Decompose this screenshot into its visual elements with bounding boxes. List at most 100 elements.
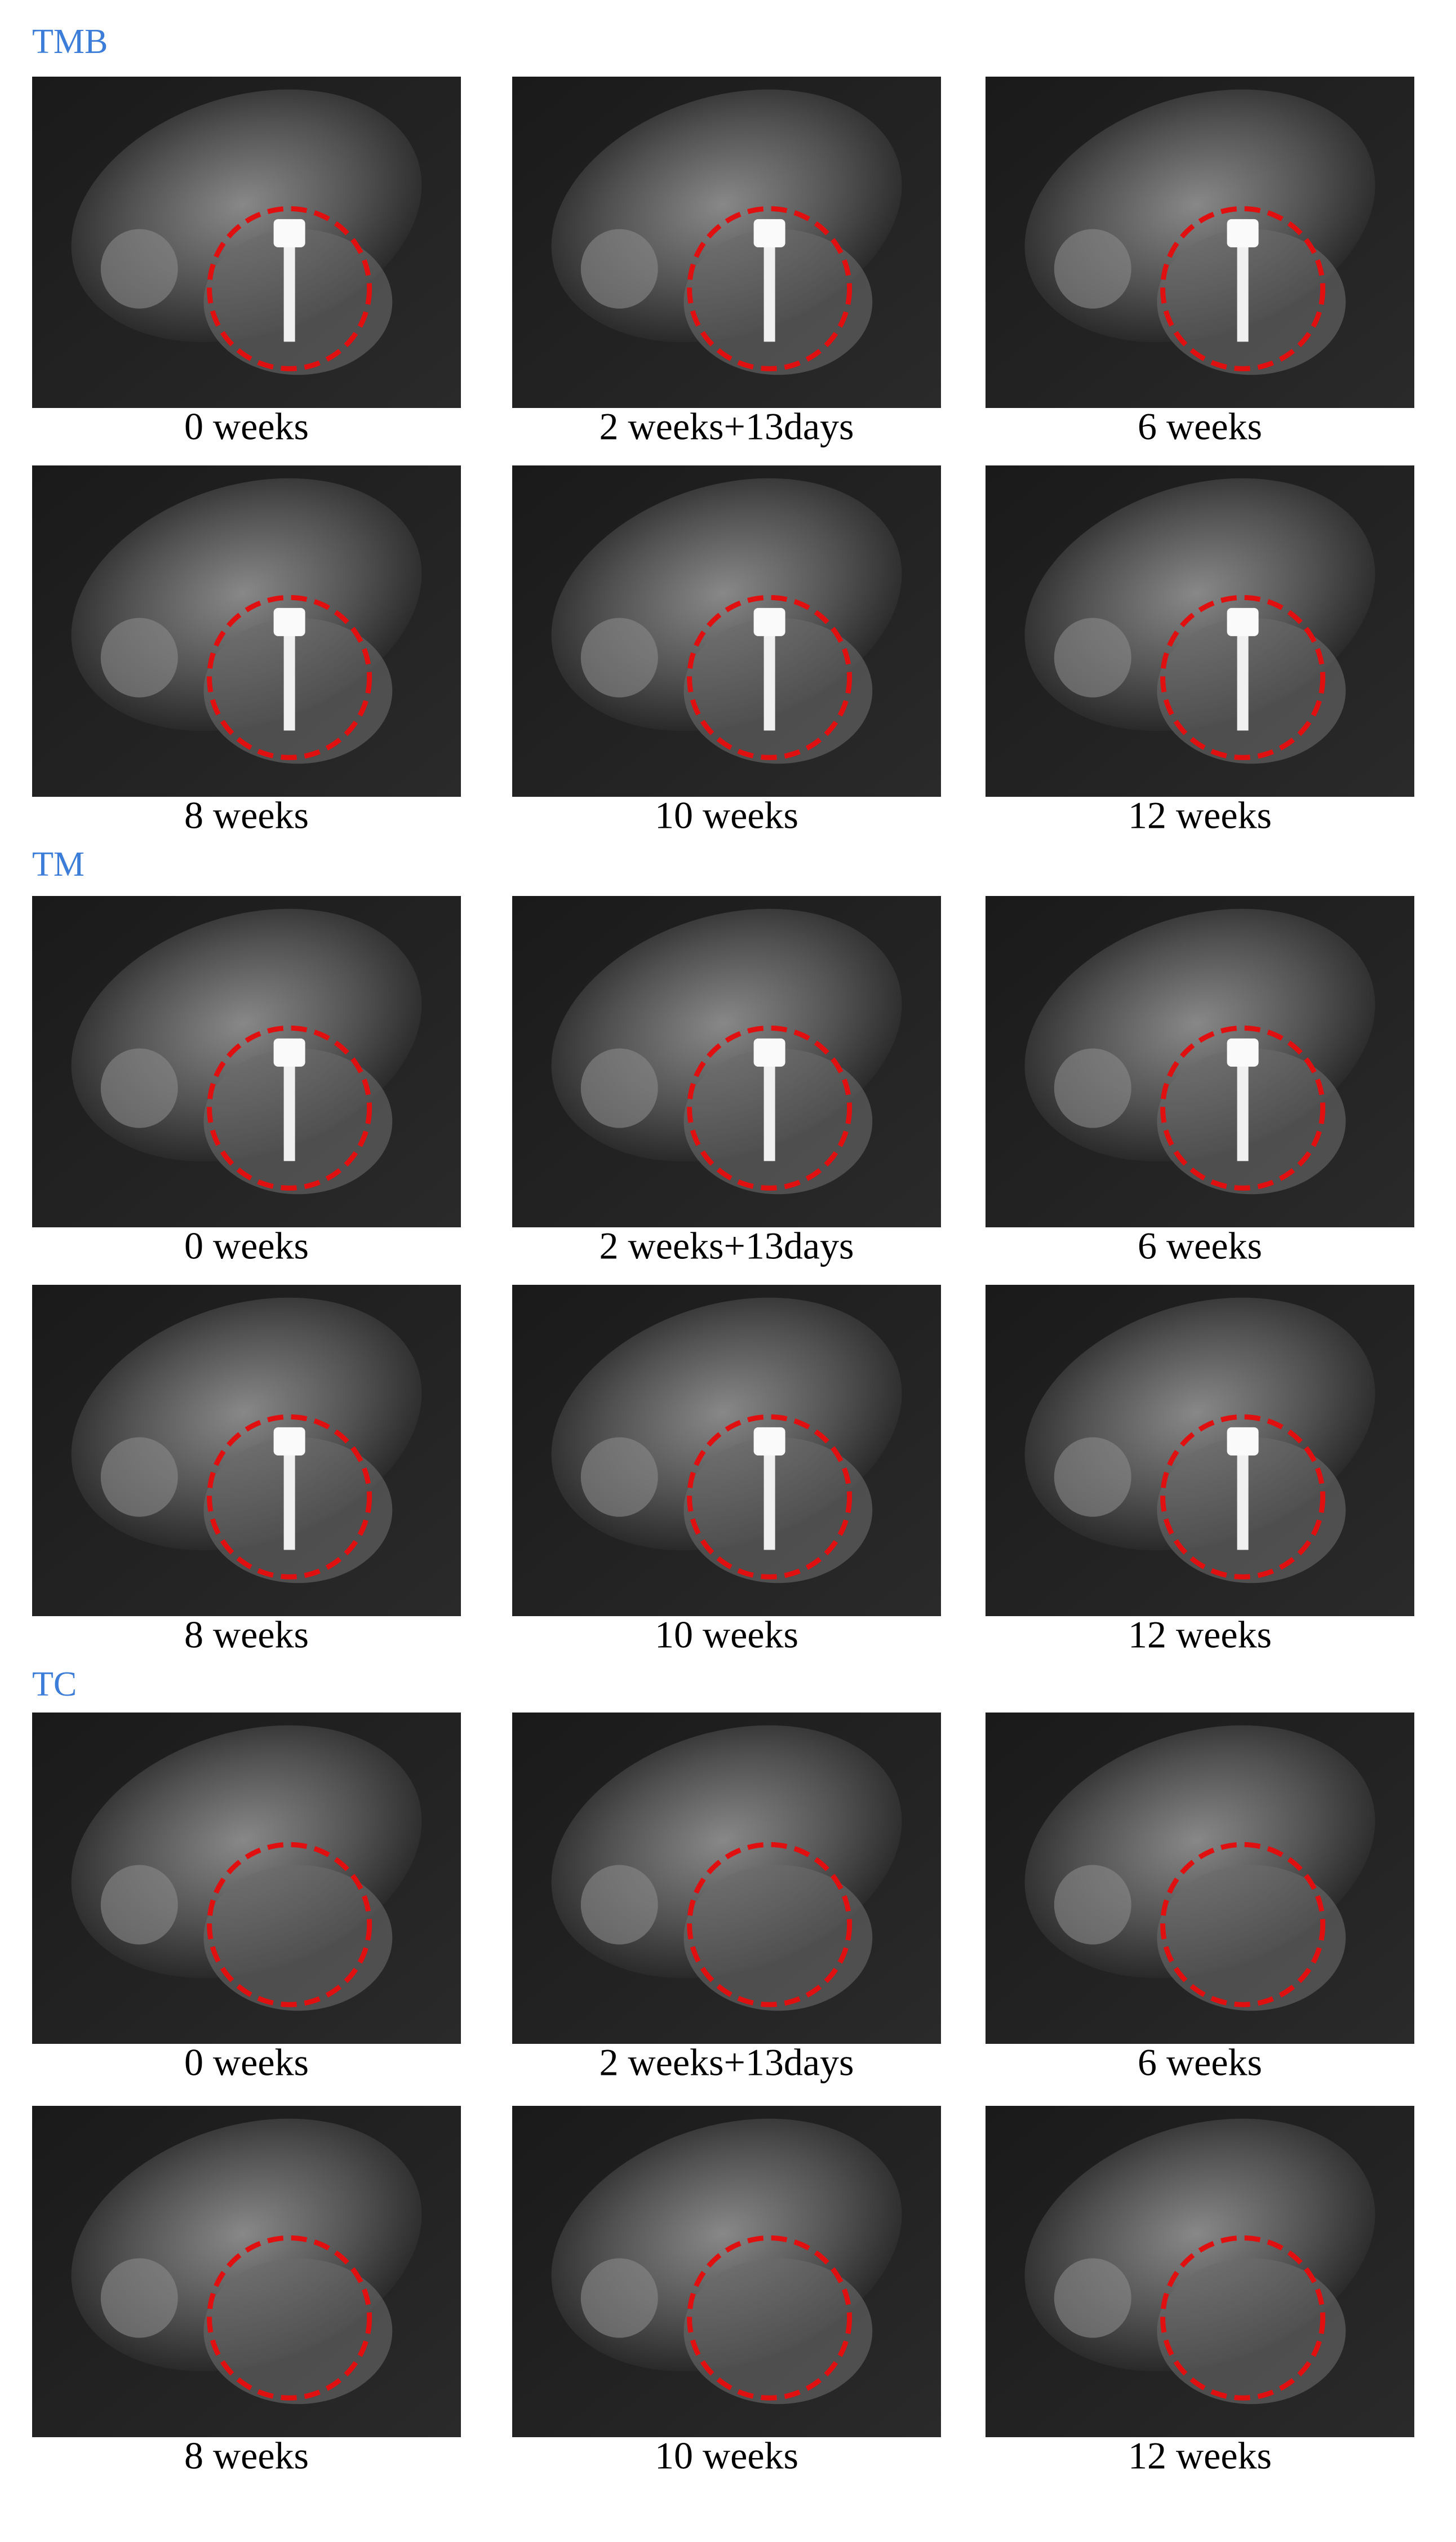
implant: [1237, 225, 1249, 342]
jaw: [1157, 1048, 1346, 1195]
group-title: TM: [32, 845, 85, 884]
jaw: [683, 1865, 873, 2011]
jaw: [1157, 1865, 1346, 2011]
panel-label: 12 weeks: [1128, 1613, 1272, 1656]
ear-region: [100, 229, 178, 309]
xray-panel: [32, 465, 461, 797]
panel-label: 0 weeks: [184, 2041, 309, 2084]
implant-head: [1227, 607, 1259, 636]
implant: [1237, 1434, 1249, 1550]
implant: [763, 1434, 775, 1550]
implant-head: [753, 607, 785, 636]
red-dashed-circle: [1160, 1842, 1326, 2007]
red-dashed-circle: [687, 595, 853, 760]
group-title: TMB: [32, 23, 108, 61]
panel-label: 6 weeks: [1138, 1225, 1262, 1267]
xray-panel: [986, 77, 1414, 408]
panel-label: 0 weeks: [184, 405, 309, 448]
jaw: [683, 1437, 873, 1583]
xray-panel: [32, 1285, 461, 1616]
ear-region: [1054, 229, 1131, 309]
xray-panel: [986, 896, 1414, 1227]
ear-region: [1054, 1437, 1131, 1517]
red-dashed-circle: [687, 2235, 853, 2401]
xray-panel: [32, 2106, 461, 2437]
panel-label: 8 weeks: [184, 1613, 309, 1656]
red-dashed-circle: [207, 1025, 372, 1191]
jaw: [683, 618, 873, 764]
ear-region: [1054, 1865, 1131, 1945]
red-dashed-circle: [1160, 1414, 1326, 1580]
red-dashed-circle: [207, 1414, 372, 1580]
xray-panel: [512, 77, 941, 408]
xray-panel: [986, 2106, 1414, 2437]
implant: [763, 1045, 775, 1161]
ear-region: [100, 618, 178, 698]
implant: [283, 614, 295, 731]
panel-label: 6 weeks: [1138, 405, 1262, 448]
red-dashed-circle: [207, 206, 372, 371]
ear-region: [1054, 1048, 1131, 1128]
panel-label: 12 weeks: [1128, 2434, 1272, 2477]
jaw: [1157, 618, 1346, 764]
implant: [283, 1045, 295, 1161]
panel-label: 12 weeks: [1128, 794, 1272, 837]
panel-label: 6 weeks: [1138, 2041, 1262, 2084]
panel-label: 8 weeks: [184, 2434, 309, 2477]
ear-region: [100, 1865, 178, 1945]
jaw: [203, 1865, 393, 2011]
xray-panel: [32, 1713, 461, 2044]
ear-region: [100, 2258, 178, 2338]
implant-head: [1227, 1038, 1259, 1067]
xray-panel: [512, 1713, 941, 2044]
xray-panel: [512, 2106, 941, 2437]
ear-region: [1054, 618, 1131, 698]
panel-label: 2 weeks+13days: [600, 1225, 854, 1267]
implant: [1237, 614, 1249, 731]
panel-label: 8 weeks: [184, 794, 309, 837]
jaw: [203, 2258, 393, 2405]
ear-region: [580, 229, 658, 309]
panel-label: 2 weeks+13days: [600, 405, 854, 448]
ear-region: [580, 2258, 658, 2338]
red-dashed-circle: [1160, 595, 1326, 760]
ear-region: [580, 1437, 658, 1517]
jaw: [1157, 2258, 1346, 2405]
xray-panel: [986, 465, 1414, 797]
xray-panel: [512, 1285, 941, 1616]
panel-label: 2 weeks+13days: [600, 2041, 854, 2084]
red-dashed-circle: [207, 1842, 372, 2007]
red-dashed-circle: [1160, 1025, 1326, 1191]
ear-region: [100, 1437, 178, 1517]
xray-panel: [512, 465, 941, 797]
jaw: [203, 1437, 393, 1583]
jaw: [203, 618, 393, 764]
implant-head: [273, 219, 305, 247]
jaw: [683, 229, 873, 375]
jaw: [1157, 1437, 1346, 1583]
red-dashed-circle: [207, 595, 372, 760]
xray-panel: [986, 1285, 1414, 1616]
xray-panel: [512, 896, 941, 1227]
group-title: TC: [32, 1665, 77, 1703]
implant: [283, 1434, 295, 1550]
implant-head: [753, 1427, 785, 1456]
implant-head: [753, 219, 785, 247]
ear-region: [100, 1048, 178, 1128]
red-dashed-circle: [687, 1414, 853, 1580]
ear-region: [580, 618, 658, 698]
ear-region: [580, 1048, 658, 1128]
implant: [1237, 1045, 1249, 1161]
xray-panel: [32, 77, 461, 408]
implant-head: [273, 607, 305, 636]
ear-region: [1054, 2258, 1131, 2338]
implant: [283, 225, 295, 342]
panel-label: 10 weeks: [655, 794, 798, 837]
implant-head: [1227, 219, 1259, 247]
jaw: [203, 229, 393, 375]
panel-label: 0 weeks: [184, 1225, 309, 1267]
red-dashed-circle: [687, 1025, 853, 1191]
jaw: [1157, 229, 1346, 375]
